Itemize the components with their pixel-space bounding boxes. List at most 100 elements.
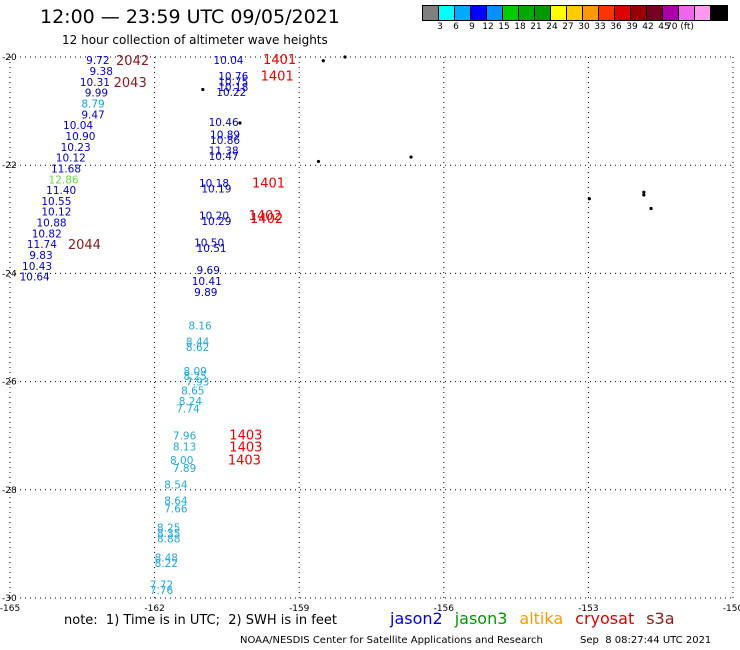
swh-value: 10.43 [22, 261, 52, 273]
pass-number: 1403 [229, 441, 262, 456]
swh-value: 8.62 [186, 342, 209, 354]
swh-value: 9.89 [194, 287, 217, 299]
swh-value: 7.74 [176, 404, 200, 416]
legend-label: 6 [453, 22, 459, 32]
latitude-tick-label: -24 [2, 269, 17, 279]
axis-tick-labels: -165 -162 -159 -156 -153 -150 -20 -22 -24 -26 -28 -… [0, 53, 740, 614]
swh-value: 10.82 [32, 228, 62, 240]
swh-value: 8.64 [164, 496, 188, 508]
longitude-tick-label: -159 [289, 604, 310, 614]
legend-swatch [439, 6, 455, 20]
legend-swatch [615, 6, 631, 20]
latitude-tick-label: -20 [2, 53, 17, 63]
satellite-legend: jason2 jason3 altika cryosat s3a [390, 609, 675, 628]
legend-swatch [503, 6, 519, 20]
satellite-cryosat: cryosat [575, 609, 635, 628]
latitude-tick-label: -28 [2, 486, 17, 496]
map-subtitle: 12 hour collection of altimeter wave hei… [62, 33, 328, 47]
swh-value: 8.54 [164, 479, 188, 491]
swh-value: 10.18 [218, 82, 248, 94]
swh-value: 10.22 [216, 87, 246, 99]
swh-value: 10.23 [61, 142, 91, 154]
swh-value: 8.25 [157, 523, 180, 535]
legend-label: 9 [469, 22, 475, 32]
swh-value: 8.00 [170, 455, 193, 467]
swh-value: 7.93 [186, 377, 209, 389]
legend-swatch [487, 6, 503, 20]
swh-value: 9.72 [86, 55, 109, 67]
legend-swatch [583, 6, 599, 20]
swh-value: 8.22 [155, 558, 178, 570]
swh-value: 10.18 [199, 178, 229, 190]
pass-number: 1401 [263, 53, 296, 68]
swh-value: 9.47 [81, 109, 104, 121]
color-scale-legend [422, 5, 728, 21]
island-dot [321, 59, 325, 63]
legend-label: 27 [562, 22, 574, 32]
island-dot [316, 159, 321, 164]
swh-value: 10.55 [41, 196, 71, 208]
satellite-s3a: s3a [646, 609, 675, 628]
legend-swatch [423, 6, 439, 20]
pass-number: 2044 [68, 238, 101, 253]
legend-swatch [471, 6, 487, 20]
swh-value: 10.76 [218, 71, 248, 83]
swh-value: 10.41 [192, 276, 222, 288]
island-dot [642, 190, 646, 194]
swh-value: 8.79 [81, 99, 104, 111]
swh-readings: 9.729.3810.319.998.799.4710.0410.9010.23… [20, 55, 249, 597]
swh-value: 8.09 [184, 366, 207, 378]
island-dot [587, 197, 591, 201]
satellite-jason2: jason2 [390, 609, 443, 628]
legend-label: 39 [626, 22, 638, 32]
swh-value: 11.38 [209, 146, 239, 158]
legend-swatch [647, 6, 663, 20]
swh-value: 11.68 [51, 163, 81, 175]
legend-swatch [519, 6, 535, 20]
swh-value: 10.12 [41, 207, 71, 219]
swh-value: 7.66 [164, 504, 188, 516]
legend-label: 21 [530, 22, 542, 32]
swh-value: 10.64 [20, 272, 50, 284]
swh-value: 7.76 [150, 585, 174, 597]
swh-value: 10.89 [210, 129, 240, 141]
legend-swatch [663, 6, 679, 20]
legend-label: 45 [658, 22, 670, 32]
legend-label: 36 [610, 22, 622, 32]
legend-label: 70 (ft) [666, 22, 694, 32]
swh-value: 8.13 [173, 442, 196, 454]
swh-value: 7.96 [173, 431, 197, 443]
swh-value: 8.65 [181, 385, 204, 397]
island-dot [343, 55, 347, 59]
satellite-jason3: jason3 [454, 609, 508, 628]
pass-number: 1401 [261, 69, 294, 84]
pass-number: 1402 [250, 212, 283, 227]
legend-label: 12 [482, 22, 494, 32]
swh-value: 12.86 [49, 174, 79, 186]
footnote: note: 1) Time is in UTC; 2) SWH is in fe… [64, 613, 337, 628]
pass-number: 1403 [228, 454, 261, 469]
legend-label: 3 [437, 22, 443, 32]
longitude-tick-label: -150 [723, 604, 740, 614]
legend-label: 15 [498, 22, 510, 32]
swh-value: 10.04 [213, 55, 243, 67]
island-dot [238, 121, 242, 125]
pass-number: 2042 [116, 54, 149, 69]
swh-value: 11.40 [46, 185, 76, 197]
map-grid [9, 56, 734, 599]
legend-label: 33 [594, 22, 606, 32]
legend-label: 18 [514, 22, 526, 32]
swh-value: 10.20 [199, 211, 229, 223]
swh-value: 10.90 [65, 131, 95, 143]
pass-number: 1403 [229, 429, 262, 444]
swh-value: 10.51 [197, 243, 227, 255]
swh-value: 7.72 [150, 579, 173, 591]
swh-value: 9.38 [90, 66, 113, 78]
latitude-tick-label: -22 [2, 161, 17, 171]
legend-swatch [711, 6, 727, 20]
legend-label: 30 [578, 22, 590, 32]
pass-number: 1401 [252, 177, 285, 192]
swh-value: 11.74 [27, 239, 57, 251]
swh-value: 10.12 [56, 153, 86, 165]
legend-swatch [679, 6, 695, 20]
